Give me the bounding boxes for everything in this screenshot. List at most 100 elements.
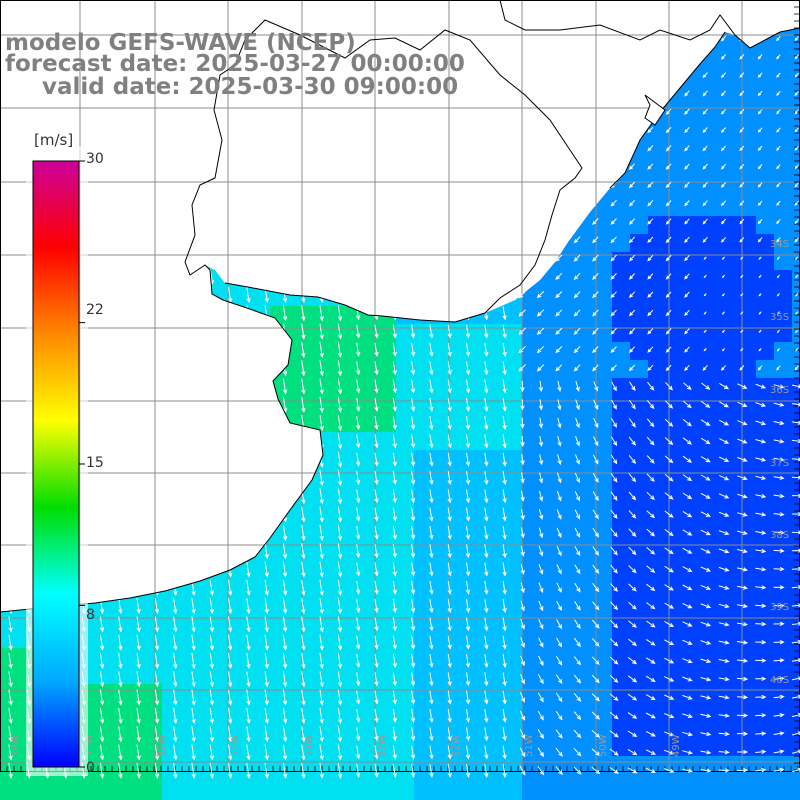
wind-arrow [664, 510, 674, 518]
wind-arrow [319, 579, 324, 596]
wind-arrow [684, 273, 690, 280]
wind-arrow [337, 378, 343, 395]
wind-speed-cell [684, 648, 703, 667]
wind-arrow [720, 108, 727, 115]
wind-speed-cell [666, 108, 685, 127]
wind-arrow [702, 236, 708, 243]
wind-arrow [374, 763, 379, 778]
wind-speed-cell [756, 342, 775, 361]
wind-speed-cell [450, 630, 469, 649]
wind-speed-cell [504, 378, 523, 397]
wind-speed-cell [306, 720, 325, 739]
wind-arrow [410, 745, 416, 760]
wind-speed-cell [792, 630, 800, 649]
wind-speed-cell [522, 720, 541, 739]
wind-speed-cell [648, 306, 667, 325]
wind-speed-cell [522, 630, 541, 649]
wind-arrow [592, 327, 599, 335]
wind-arrow [429, 324, 434, 339]
wind-speed-cell [468, 486, 487, 505]
wind-arrow [718, 530, 730, 535]
wind-speed-cell [396, 630, 415, 649]
model-title: modelo GEFS-WAVE (NCEP) [5, 30, 356, 56]
wind-arrow [794, 182, 799, 188]
wind-speed-cell [738, 360, 757, 379]
wind-speed-cell [612, 414, 631, 433]
wind-speed-cell [324, 306, 343, 325]
wind-arrow [720, 163, 727, 170]
wind-arrow [703, 329, 707, 334]
wind-speed-cell [306, 306, 325, 325]
wind-arrow [173, 689, 178, 706]
wind-speed-cell [414, 774, 433, 793]
wind-arrow [700, 511, 711, 517]
wind-arrow [682, 639, 693, 645]
wind-speed-cell [612, 234, 631, 253]
wind-speed-cell [576, 558, 595, 577]
wind-arrow [209, 616, 215, 633]
wind-arrow [684, 364, 690, 372]
wind-speed-cell [684, 414, 703, 433]
wind-speed-cell [720, 576, 739, 595]
wind-arrow [610, 291, 617, 299]
wind-speed-cell [324, 792, 343, 800]
wind-arrow [410, 397, 416, 412]
wind-speed-cell [450, 432, 469, 451]
wind-arrow [392, 763, 397, 778]
wind-arrow [520, 637, 525, 648]
wind-speed-cell [144, 792, 163, 800]
wind-arrow [718, 640, 730, 645]
wind-speed-cell [540, 702, 559, 721]
wind-speed-cell [576, 702, 595, 721]
wind-speed-cell [792, 792, 800, 800]
wind-speed-cell [270, 792, 289, 800]
wind-speed-cell [576, 720, 595, 739]
wind-speed-cell [792, 28, 800, 37]
wind-arrow [301, 360, 306, 377]
wind-arrow [776, 35, 781, 42]
wind-arrow [465, 452, 471, 467]
wind-speed-cell [486, 414, 505, 433]
wind-arrow [538, 472, 544, 484]
wind-arrow [773, 676, 785, 681]
wind-speed-cell [324, 504, 343, 523]
wind-arrow [592, 309, 599, 317]
wind-speed-cell [594, 414, 613, 433]
wind-arrow [484, 342, 489, 357]
wind-arrow [592, 236, 599, 244]
wind-arrow [429, 397, 434, 412]
wind-speed-cell [162, 666, 181, 685]
wind-speed-cell [702, 90, 721, 109]
wind-arrow [647, 236, 654, 244]
wind-arrow [502, 763, 507, 778]
wind-arrow [228, 579, 233, 596]
wind-arrow [718, 548, 730, 554]
wind-speed-cell [342, 702, 361, 721]
wind-arrow [591, 674, 600, 684]
wind-speed-cell [558, 432, 577, 451]
wind-arrow [701, 400, 711, 408]
wind-arrow [465, 416, 471, 431]
wind-arrow [757, 218, 763, 225]
wind-speed-cell [720, 324, 739, 343]
wind-arrow [392, 489, 397, 504]
wind-speed-cell [648, 648, 667, 667]
wind-speed-cell [576, 234, 595, 253]
wind-speed-cell [612, 288, 631, 307]
wind-arrow [429, 635, 434, 650]
wind-arrow [574, 546, 581, 557]
wind-speed-cell [486, 486, 505, 505]
wind-speed-cell [90, 720, 109, 739]
wind-arrow [484, 763, 489, 778]
wind-speed-cell [342, 756, 361, 775]
wind-arrow [228, 707, 233, 724]
wind-arrow [8, 616, 13, 633]
wind-speed-cell [774, 252, 793, 271]
wind-speed-cell [522, 360, 541, 379]
wind-speed-cell [522, 558, 541, 577]
wind-arrow [264, 616, 269, 633]
wind-speed-cell [486, 522, 505, 541]
wind-speed-cell [594, 792, 613, 800]
wind-speed-cell [702, 198, 721, 217]
wind-arrow [355, 379, 361, 394]
